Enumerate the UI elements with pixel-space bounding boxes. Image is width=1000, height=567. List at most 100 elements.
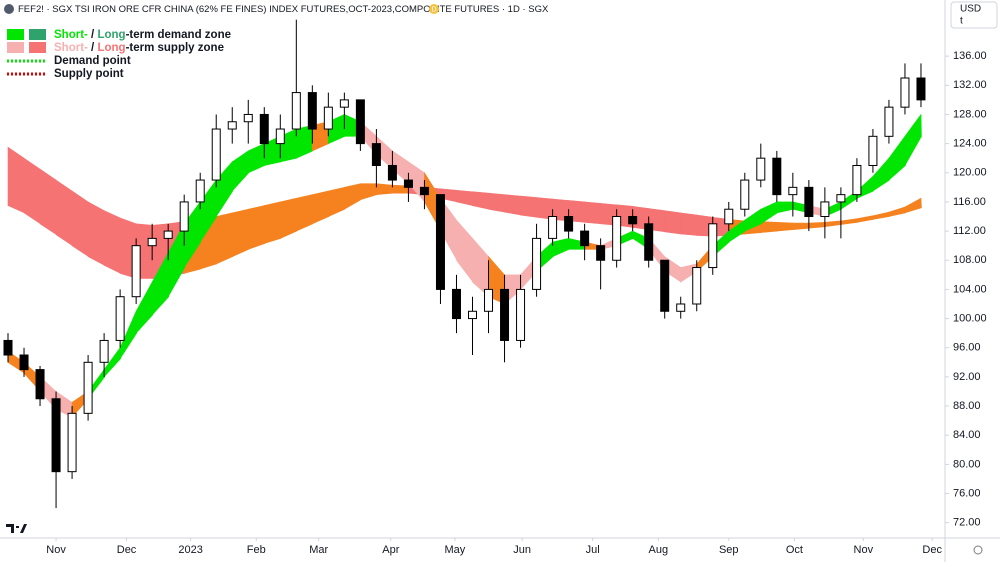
zone-segment <box>231 150 250 192</box>
x-tick-label: May <box>444 544 465 556</box>
zone-segment <box>680 212 698 236</box>
zone-segment <box>872 211 890 220</box>
candle-body <box>644 223 654 261</box>
candle <box>820 187 830 239</box>
candle <box>323 92 333 137</box>
candle-body <box>435 194 445 290</box>
candle-body <box>724 208 734 225</box>
candle-body <box>211 128 221 181</box>
x-tick-label: Nov <box>46 544 66 556</box>
y-tick-label: 132.00 <box>953 79 987 91</box>
x-tick-label: Oct <box>786 544 803 556</box>
zone-segment <box>520 195 538 218</box>
candle <box>51 391 61 509</box>
x-tick-label: Dec <box>117 544 137 556</box>
candle <box>612 209 622 268</box>
candle-body <box>323 106 333 130</box>
candle <box>179 194 189 246</box>
x-tick-label: Dec <box>922 544 942 556</box>
y-tick-label: 104.00 <box>953 283 987 295</box>
candle-body <box>371 143 381 166</box>
zone-segment <box>55 179 73 247</box>
candle <box>676 296 686 319</box>
candle <box>628 209 638 232</box>
badge-icon[interactable] <box>429 4 439 14</box>
y-tick-label: 108.00 <box>953 254 987 266</box>
candle <box>772 150 782 202</box>
zone-segment <box>760 201 778 225</box>
candle <box>403 172 413 202</box>
candle-body <box>596 245 606 261</box>
y-tick-label: 96.00 <box>953 342 981 354</box>
zone-segment <box>296 194 314 232</box>
candle-body <box>708 223 718 269</box>
zone-segment <box>904 113 922 167</box>
legend-part: -term supply zone <box>126 42 224 54</box>
candle <box>564 209 574 239</box>
currency-button[interactable] <box>950 1 998 29</box>
zone-segment <box>71 190 89 258</box>
zone-segment <box>504 194 522 216</box>
zone-segment <box>488 192 506 213</box>
candle <box>804 180 814 232</box>
candle-body <box>884 106 894 137</box>
zone-segment <box>312 190 330 225</box>
candle-body <box>836 194 846 203</box>
zone-segment <box>247 205 266 250</box>
x-tick-label: Sep <box>719 544 739 556</box>
candle-body <box>516 288 526 341</box>
x-tick-label: Feb <box>247 544 266 556</box>
candle-body <box>788 186 798 196</box>
zone-segment <box>760 221 778 233</box>
candle <box>195 172 205 210</box>
zone-segment <box>872 157 890 192</box>
candle <box>371 129 381 188</box>
zone-segment <box>151 251 169 316</box>
candle-body <box>916 77 926 101</box>
candle-body <box>355 99 365 145</box>
zone-segment <box>119 311 137 360</box>
zone-segment <box>7 146 25 214</box>
candle <box>900 63 910 115</box>
x-tick-label: Apr <box>382 544 399 556</box>
candle <box>852 158 862 202</box>
candle-body <box>259 113 269 145</box>
legend-part: Long <box>97 29 125 41</box>
candle <box>596 238 606 290</box>
candle-body <box>820 201 830 218</box>
zone-segment <box>888 206 906 217</box>
zone-segment <box>23 157 41 225</box>
zone-segment <box>103 210 121 274</box>
candle <box>3 333 13 363</box>
candle-body <box>99 339 109 363</box>
legend-part: Short- <box>54 42 88 54</box>
legend-swatch <box>7 29 24 40</box>
zone-segment <box>279 197 298 239</box>
zone-segment <box>296 125 314 159</box>
tv-logo[interactable] <box>6 524 27 533</box>
candle <box>419 180 429 210</box>
candle <box>660 259 670 319</box>
currency: USD <box>960 4 981 15</box>
legend-part: Short- <box>54 29 88 41</box>
candle <box>756 143 766 188</box>
candle <box>163 223 173 261</box>
zone-segment <box>215 212 234 265</box>
candle <box>227 107 237 144</box>
settings-icon[interactable] <box>973 545 983 555</box>
x-tick-label: Nov <box>854 544 874 556</box>
candle <box>548 209 558 246</box>
candle <box>500 274 510 363</box>
badge: D <box>431 6 436 13</box>
symbol-icon[interactable] <box>4 4 14 14</box>
legend-part: / <box>88 29 98 41</box>
zone-segment <box>904 197 922 214</box>
zone-segment <box>824 220 842 228</box>
candle-body <box>612 216 622 261</box>
y-tick-label: 124.00 <box>953 138 987 150</box>
zone-segment <box>472 191 490 210</box>
candle-body <box>676 303 686 312</box>
candle-body <box>468 310 477 320</box>
y-tick-label: 92.00 <box>953 371 981 383</box>
zone-segment <box>472 237 490 298</box>
